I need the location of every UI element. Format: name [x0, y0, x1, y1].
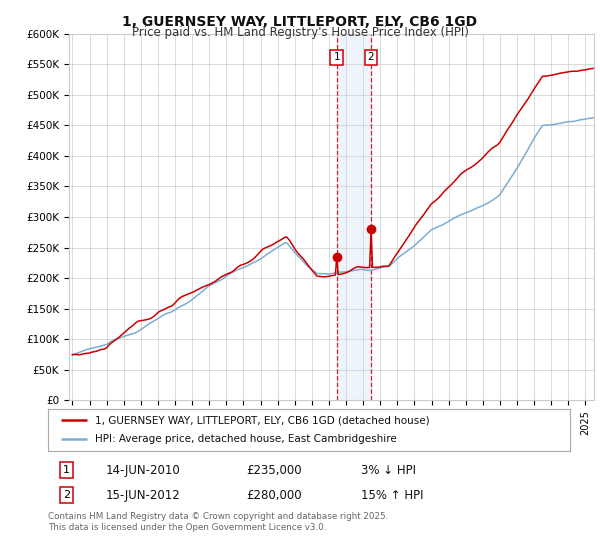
Bar	[337, 34, 371, 400]
Text: 1, GUERNSEY WAY, LITTLEPORT, ELY, CB6 1GD (detached house): 1, GUERNSEY WAY, LITTLEPORT, ELY, CB6 1G…	[95, 415, 430, 425]
Text: Price paid vs. HM Land Registry's House Price Index (HPI): Price paid vs. HM Land Registry's House …	[131, 26, 469, 39]
Text: 1: 1	[63, 465, 70, 475]
Text: 14-JUN-2010: 14-JUN-2010	[106, 464, 180, 477]
Text: 2: 2	[63, 490, 70, 500]
Text: 15-JUN-2012: 15-JUN-2012	[106, 489, 180, 502]
Text: 15% ↑ HPI: 15% ↑ HPI	[361, 489, 424, 502]
Text: 1, GUERNSEY WAY, LITTLEPORT, ELY, CB6 1GD: 1, GUERNSEY WAY, LITTLEPORT, ELY, CB6 1G…	[122, 15, 478, 29]
Text: £235,000: £235,000	[247, 464, 302, 477]
Text: 3% ↓ HPI: 3% ↓ HPI	[361, 464, 416, 477]
Text: Contains HM Land Registry data © Crown copyright and database right 2025.
This d: Contains HM Land Registry data © Crown c…	[48, 512, 388, 532]
Text: £280,000: £280,000	[247, 489, 302, 502]
Text: HPI: Average price, detached house, East Cambridgeshire: HPI: Average price, detached house, East…	[95, 435, 397, 445]
Text: 1: 1	[334, 53, 340, 63]
Text: 2: 2	[368, 53, 374, 63]
